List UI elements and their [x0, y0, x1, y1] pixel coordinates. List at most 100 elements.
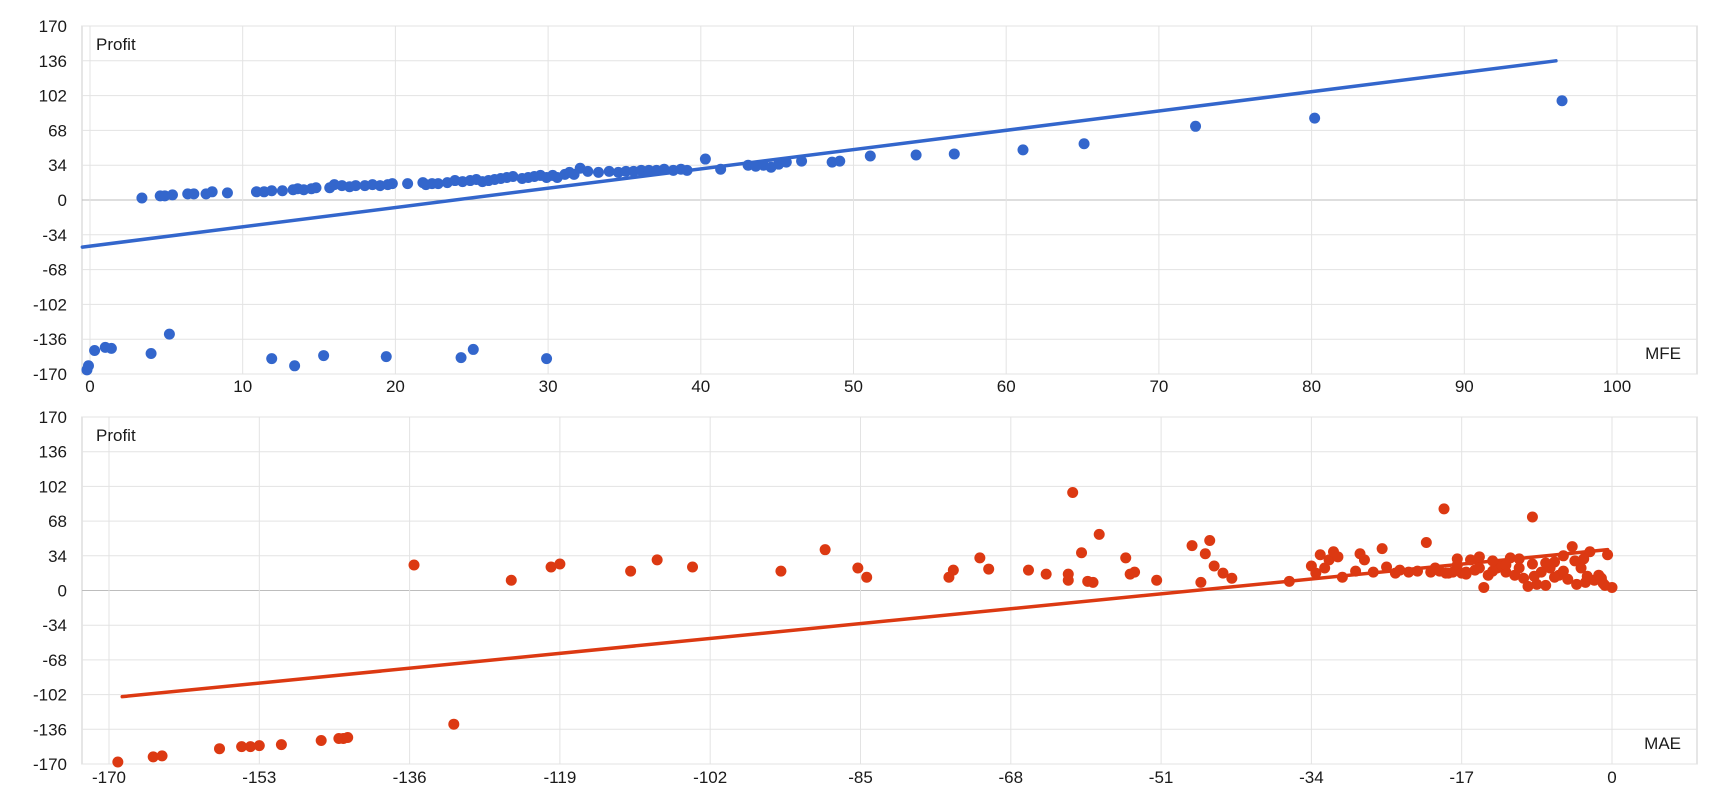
data-point [625, 565, 637, 577]
data-point [250, 186, 262, 198]
y-tick-label: -34 [42, 226, 67, 245]
data-point [635, 164, 647, 176]
data-point [983, 563, 995, 575]
data-point [386, 178, 398, 190]
data-point [603, 165, 615, 177]
y-tick-label: -68 [42, 651, 67, 670]
data-point [1556, 95, 1568, 107]
data-point [342, 731, 354, 743]
data-point [1575, 562, 1587, 574]
y-tick-label: 0 [58, 582, 67, 601]
data-point [1500, 559, 1512, 571]
data-point [1518, 572, 1530, 584]
data-point [1581, 570, 1593, 582]
data-point [1465, 554, 1477, 566]
data-point [1487, 555, 1499, 567]
data-point [554, 558, 566, 570]
x-tick-label: 20 [386, 377, 405, 396]
data-point [1438, 503, 1450, 515]
x-axis-label: MFE [1645, 344, 1681, 363]
x-tick-label: 60 [997, 377, 1016, 396]
data-point [1208, 560, 1220, 572]
y-tick-label: -68 [42, 261, 67, 280]
data-point [1513, 562, 1525, 574]
y-tick-label: -136 [33, 330, 67, 349]
data-point [1120, 552, 1132, 564]
data-point [1557, 550, 1569, 562]
y-tick-label: -102 [33, 686, 67, 705]
data-point [1336, 571, 1348, 583]
data-point [507, 170, 519, 182]
data-point [1549, 556, 1561, 568]
data-point [206, 186, 218, 198]
data-point [1350, 565, 1362, 577]
data-point [1195, 576, 1207, 588]
data-point [188, 188, 200, 200]
data-point [380, 351, 392, 363]
data-point [1440, 567, 1452, 579]
data-point [1129, 566, 1141, 578]
data-point [1526, 558, 1538, 570]
data-point [1473, 551, 1485, 563]
data-point [699, 153, 711, 165]
data-point [1283, 575, 1295, 587]
data-point [1323, 554, 1335, 566]
data-point [1584, 546, 1596, 558]
data-point [1566, 541, 1578, 553]
y-tick-label: 102 [39, 87, 67, 106]
data-point [244, 741, 256, 753]
y-tick-label: 102 [39, 477, 67, 496]
data-point [266, 353, 278, 365]
y-tick-label: 34 [48, 547, 67, 566]
data-point [147, 751, 159, 763]
data-point [582, 165, 594, 177]
data-point [156, 750, 168, 762]
data-point [1451, 553, 1463, 565]
y-tick-label: 68 [48, 121, 67, 140]
x-tick-label: 30 [539, 377, 558, 396]
data-point [864, 150, 876, 162]
data-point [681, 164, 693, 176]
data-point [1376, 543, 1388, 555]
data-point [1040, 568, 1052, 580]
data-point [1549, 571, 1561, 583]
y-tick-label: -34 [42, 616, 67, 635]
data-point [448, 718, 460, 730]
y-tick-label: 136 [39, 52, 67, 71]
data-point [236, 741, 248, 753]
data-point [658, 163, 670, 175]
data-point [1394, 564, 1406, 576]
data-point [780, 156, 792, 168]
data-point [1562, 573, 1574, 585]
data-point [796, 155, 808, 167]
chart-panel-1: 170 136 102 68 34 0 -34 -68 -102 -136 -170 0 10 20 30 4… [33, 17, 1698, 396]
data-point [1571, 578, 1583, 590]
data-point [318, 350, 330, 362]
data-point [1017, 144, 1029, 156]
data-point [432, 178, 444, 190]
data-point [221, 187, 233, 199]
data-point [1309, 112, 1321, 124]
y-tick-label: -102 [33, 295, 67, 314]
x-tick-label: 0 [85, 377, 94, 396]
data-point [1578, 553, 1590, 565]
data-point [974, 552, 986, 564]
data-point [643, 164, 655, 176]
data-point [1332, 551, 1344, 563]
data-point [1314, 549, 1326, 561]
data-point [1522, 580, 1534, 592]
data-point [1190, 120, 1202, 132]
data-point [455, 352, 467, 364]
data-point [910, 149, 922, 161]
x-tick-label: 90 [1455, 377, 1474, 396]
data-point [276, 185, 288, 197]
data-point [541, 353, 553, 365]
data-point [1526, 511, 1538, 523]
data-point [1217, 567, 1229, 579]
data-point [505, 574, 517, 586]
data-point [1411, 565, 1423, 577]
data-point [1557, 565, 1569, 577]
data-point [402, 178, 414, 190]
data-point [620, 165, 632, 177]
